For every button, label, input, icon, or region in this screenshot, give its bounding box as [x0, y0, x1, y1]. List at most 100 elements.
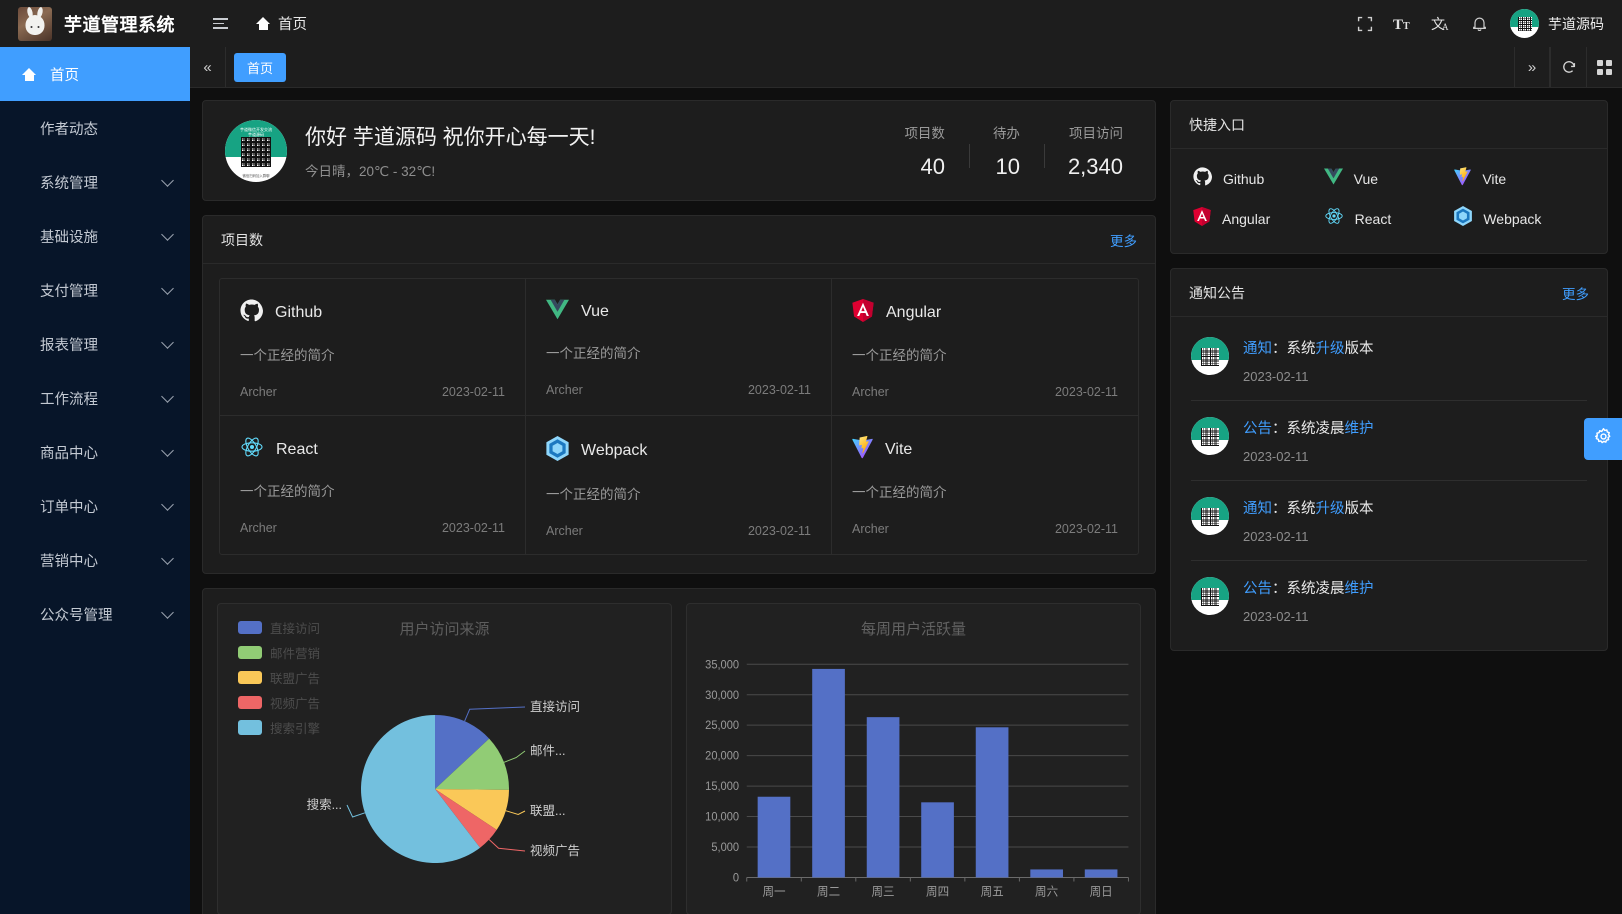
bar [921, 802, 954, 878]
brand[interactable]: 芋道管理系统 [0, 6, 178, 41]
sidebar-item-home[interactable]: 首页 [0, 47, 190, 101]
sidebar[interactable]: 首页 作者动态 系统管理 基础设施 支付管理 报表管理 工作 [0, 47, 190, 914]
font-size-icon[interactable]: T T [1384, 0, 1422, 47]
sidebar-item-mp[interactable]: 公众号管理 [0, 587, 190, 641]
grid-icon[interactable] [1586, 47, 1622, 87]
refresh-icon[interactable] [1550, 47, 1586, 87]
notice-item[interactable]: 公告：系统凌晨维护 2023-02-11 [1191, 561, 1587, 640]
sidebar-item-pay[interactable]: 支付管理 [0, 263, 190, 317]
project-card-react[interactable]: React 一个正经的简介 Archer 2023-02-11 [220, 416, 526, 554]
quick-item-react[interactable]: React [1324, 206, 1455, 231]
notice-title[interactable]: 通知：系统升级版本 [1243, 337, 1587, 358]
bar [812, 668, 845, 878]
top-header: 芋道管理系统 首页 T T 文 [0, 0, 1622, 47]
user-menu[interactable]: 芋道源码 [1498, 9, 1608, 38]
sidebar-item-label: 首页 [50, 67, 79, 84]
notice-highlight: 维护 [1344, 581, 1374, 597]
legend-swatch [238, 696, 262, 709]
project-desc: 一个正经的简介 [852, 485, 947, 500]
legend-item[interactable]: 视频广告 [238, 693, 320, 712]
breadcrumb: 首页 [256, 13, 307, 34]
project-card-github[interactable]: Github 一个正经的简介 Archer 2023-02-11 [220, 279, 526, 416]
notice-title[interactable]: 公告：系统凌晨维护 [1243, 417, 1587, 438]
avatar: 芋道微信开发交流 芋道源码 微信扫码加入群聊 [225, 119, 287, 182]
chevron-down-icon [161, 389, 174, 403]
header-icon-group: T T 文 A 芋道源码 [1346, 0, 1608, 47]
legend-label: 联盟广告 [270, 672, 321, 686]
pie-outer-label: 联盟... [530, 804, 565, 818]
stat-visits: 项目访问 2,340 [1043, 122, 1133, 180]
projects-more-link[interactable]: 更多 [1110, 233, 1137, 249]
home-icon [256, 17, 271, 30]
sidebar-item-infra[interactable]: 基础设施 [0, 209, 190, 263]
legend-item[interactable]: 邮件营销 [238, 643, 320, 662]
translate-icon[interactable]: 文 A [1422, 0, 1460, 47]
notice-item[interactable]: 通知：系统升级版本 2023-02-11 [1191, 481, 1587, 561]
project-header: React [240, 436, 505, 463]
notices-card: 通知公告 更多 通知：系统升级版本 2023-02-11 [1170, 268, 1608, 651]
projects-grid-wrapper: Github 一个正经的简介 Archer 2023-02-11 [203, 264, 1155, 573]
quick-item-vue[interactable]: Vue [1323, 167, 1455, 191]
fullscreen-icon[interactable] [1346, 0, 1384, 47]
sidebar-item-workflow[interactable]: 工作流程 [0, 371, 190, 425]
legend-item[interactable]: 直接访问 [238, 618, 320, 637]
sidebar-item-label: 支付管理 [40, 283, 98, 300]
x-tick-label: 周三 [871, 884, 894, 898]
project-card-webpack[interactable]: Webpack 一个正经的简介 Archer 2023-02-11 [526, 416, 832, 554]
quick-item-angular[interactable]: Angular [1193, 206, 1324, 231]
notice-suffix: 版本 [1344, 341, 1374, 357]
sidebar-item-product[interactable]: 商品中心 [0, 425, 190, 479]
stat-label: 项目访问 [1069, 125, 1123, 141]
notice-title[interactable]: 通知：系统升级版本 [1243, 497, 1587, 518]
sidebar-item-report[interactable]: 报表管理 [0, 317, 190, 371]
project-name: Webpack [581, 442, 648, 459]
svg-text:A: A [1442, 22, 1449, 32]
tab-home[interactable]: 首页 [234, 52, 287, 82]
hamburger-icon[interactable] [200, 15, 240, 32]
react-icon [1324, 207, 1344, 230]
sidebar-item-label: 商品中心 [40, 445, 98, 462]
brand-title: 芋道管理系统 [64, 14, 175, 35]
bar-chart[interactable]: 每周用户活跃量 0 5,000 10,000 15,000 20,000 25,000 30… [686, 603, 1141, 914]
project-footer: Archer 2023-02-11 [240, 521, 505, 535]
sidebar-item-label: 作者动态 [40, 121, 98, 138]
project-card-vue[interactable]: Vue 一个正经的简介 Archer 2023-02-11 [526, 279, 832, 416]
pie-outer-label: 直接访问 [530, 699, 580, 714]
chevron-down-icon [161, 605, 174, 619]
notice-prefix: 公告 [1243, 421, 1272, 437]
x-tick-label: 周二 [817, 884, 840, 898]
chevron-down-icon [161, 281, 174, 295]
y-tick-label: 15,000 [705, 781, 739, 793]
sidebar-item-label: 订单中心 [40, 499, 98, 516]
quick-item-github[interactable]: Github [1193, 167, 1324, 191]
notices-more-link[interactable]: 更多 [1562, 286, 1589, 302]
notice-title[interactable]: 公告：系统凌晨维护 [1243, 577, 1587, 598]
legend-item[interactable]: 搜索引擎 [238, 718, 320, 737]
tabs-scroll-left-icon[interactable]: « [190, 47, 226, 87]
notice-item[interactable]: 公告：系统凌晨维护 2023-02-11 [1191, 401, 1587, 481]
notice-item[interactable]: 通知：系统升级版本 2023-02-11 [1191, 321, 1587, 401]
sidebar-item-system[interactable]: 系统管理 [0, 155, 190, 209]
settings-float-button[interactable] [1584, 418, 1622, 460]
sidebar-item-label: 系统管理 [40, 175, 98, 192]
tabs-scroll-right-icon[interactable]: » [1514, 47, 1550, 87]
quick-item-vite[interactable]: Vite [1454, 167, 1585, 191]
quick-item-webpack[interactable]: Webpack [1454, 206, 1585, 231]
welcome-texts: 你好 芋道源码 祝你开心每一天! 今日晴，20℃ - 32℃! [305, 121, 880, 180]
project-card-angular[interactable]: Angular 一个正经的简介 Archer 2023-02-11 [832, 279, 1138, 416]
project-card-vite[interactable]: Vite 一个正经的简介 Archer 2023-02-11 [832, 416, 1138, 554]
bell-icon[interactable] [1460, 0, 1498, 47]
legend-item[interactable]: 联盟广告 [238, 668, 320, 687]
project-header: Vite [852, 436, 1118, 464]
breadcrumb-home-label[interactable]: 首页 [278, 17, 307, 33]
sidebar-item-author-news[interactable]: 作者动态 [0, 101, 190, 155]
bar-chart-canvas: 0 5,000 10,000 15,000 20,000 25,000 30,000 35,0… [687, 648, 1140, 914]
notice-body: 公告：系统凌晨维护 2023-02-11 [1243, 577, 1587, 624]
sidebar-item-marketing[interactable]: 营销中心 [0, 533, 190, 587]
project-desc: 一个正经的简介 [240, 484, 335, 499]
sidebar-item-order[interactable]: 订单中心 [0, 479, 190, 533]
content-scroll[interactable]: 芋道微信开发交流 芋道源码 微信扫码加入群聊 你好 芋道源码 祝你开心每一天! 今… [190, 88, 1622, 914]
y-tick-label: 5,000 [711, 842, 739, 854]
pie-chart[interactable]: 用户访问来源 直接访问 邮件营销 [217, 603, 672, 914]
bar [757, 796, 791, 878]
